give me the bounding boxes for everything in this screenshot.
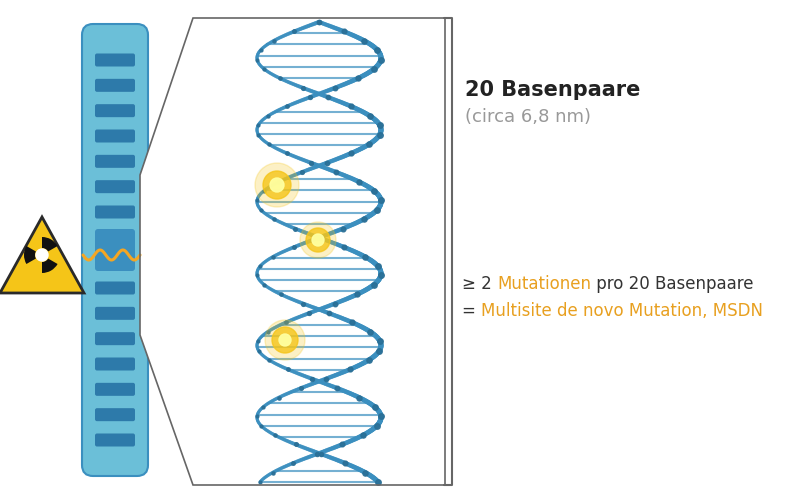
- Wedge shape: [24, 246, 36, 264]
- FancyBboxPatch shape: [95, 307, 135, 320]
- FancyBboxPatch shape: [95, 54, 135, 67]
- Text: (circa 6,8 nm): (circa 6,8 nm): [465, 108, 591, 126]
- FancyBboxPatch shape: [95, 229, 135, 271]
- Circle shape: [36, 249, 48, 261]
- Text: 20 Basenpaare: 20 Basenpaare: [465, 80, 640, 100]
- Circle shape: [279, 334, 291, 346]
- FancyBboxPatch shape: [95, 104, 135, 117]
- Circle shape: [272, 327, 298, 353]
- Circle shape: [255, 163, 299, 207]
- Polygon shape: [0, 217, 84, 293]
- FancyBboxPatch shape: [95, 332, 135, 345]
- Circle shape: [263, 171, 291, 199]
- Circle shape: [306, 228, 330, 252]
- FancyBboxPatch shape: [82, 24, 148, 476]
- Text: ≥ 2: ≥ 2: [462, 275, 497, 293]
- FancyBboxPatch shape: [95, 358, 135, 371]
- FancyBboxPatch shape: [95, 129, 135, 142]
- Circle shape: [265, 320, 305, 360]
- Polygon shape: [140, 18, 445, 485]
- FancyBboxPatch shape: [95, 79, 135, 92]
- Wedge shape: [42, 237, 58, 252]
- FancyBboxPatch shape: [95, 383, 135, 396]
- FancyBboxPatch shape: [95, 155, 135, 168]
- FancyBboxPatch shape: [95, 180, 135, 193]
- Wedge shape: [42, 259, 58, 273]
- Text: Mutationen: Mutationen: [497, 275, 591, 293]
- Text: pro 20 Basenpaare: pro 20 Basenpaare: [591, 275, 754, 293]
- Circle shape: [300, 222, 336, 258]
- Text: Multisite de novo Mutation, MSDN: Multisite de novo Mutation, MSDN: [481, 302, 763, 320]
- FancyBboxPatch shape: [95, 282, 135, 295]
- FancyBboxPatch shape: [95, 408, 135, 421]
- FancyBboxPatch shape: [95, 205, 135, 218]
- FancyBboxPatch shape: [95, 433, 135, 446]
- Circle shape: [270, 178, 284, 192]
- Circle shape: [312, 234, 324, 246]
- Text: =: =: [462, 302, 481, 320]
